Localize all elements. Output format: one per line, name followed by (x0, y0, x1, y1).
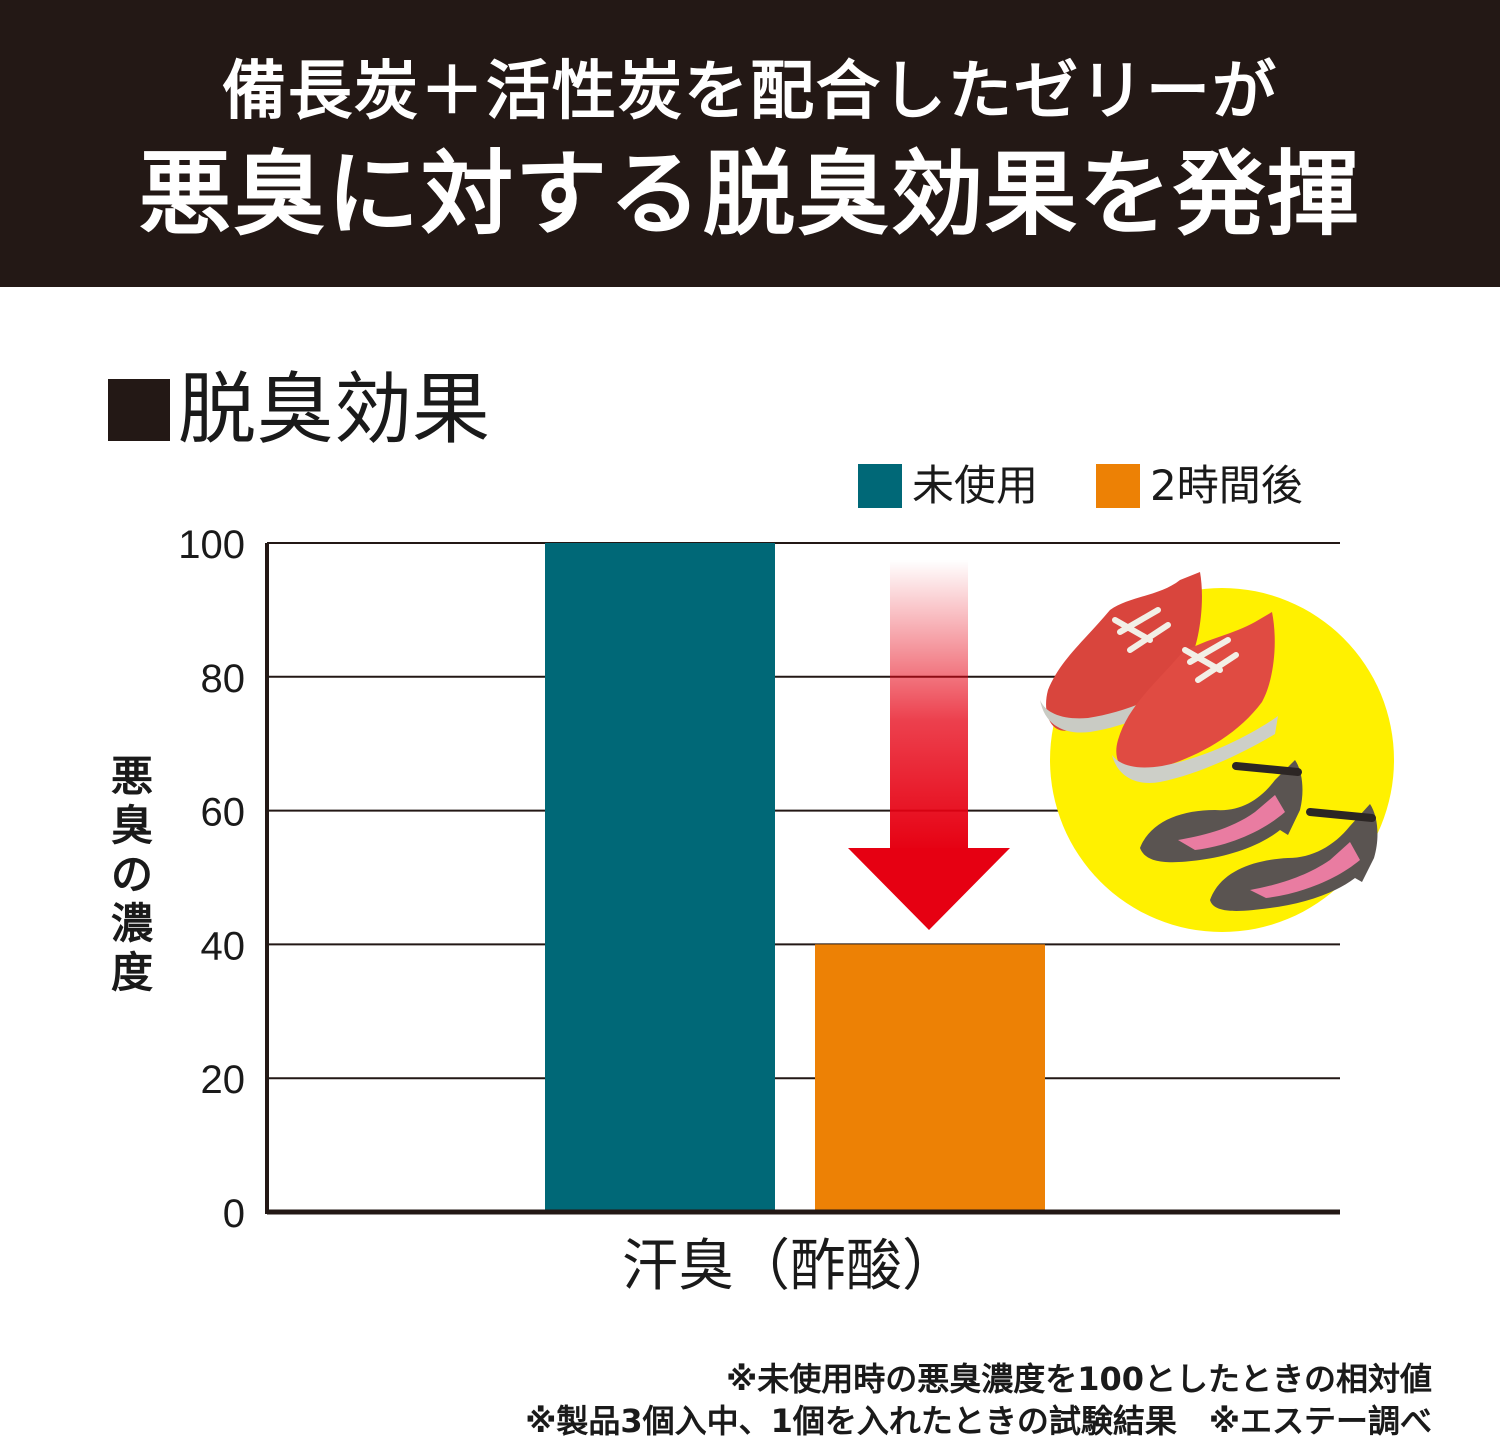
bar-after-2h (815, 944, 1045, 1212)
y-axis-label-char: 悪 (110, 752, 153, 801)
header-banner: 備長炭＋活性炭を配合したゼリーが 悪臭に対する脱臭効果を発揮 (0, 0, 1500, 287)
y-tick-label: 40 (201, 924, 246, 968)
legend-label-unused: 未使用 (912, 461, 1039, 510)
y-axis-label-char: 度 (110, 948, 153, 997)
bar-unused (545, 543, 775, 1212)
y-axis-label: 悪臭の濃度 (104, 752, 160, 997)
y-tick-label: 0 (223, 1192, 245, 1236)
legend-swatch-after (1096, 464, 1141, 508)
y-axis-label-char: 濃 (110, 899, 153, 948)
shoes-illustration (1040, 572, 1394, 932)
section-title: 脱臭効果 (108, 360, 490, 460)
headline-line-1: 備長炭＋活性炭を配合したゼリーが (222, 55, 1278, 129)
footnote-1: ※未使用時の悪臭濃度を100としたときの相対値 (726, 1360, 1432, 1398)
legend-label-after: 2時間後 (1150, 461, 1303, 510)
square-bullet-icon (108, 379, 170, 441)
sneakers-illustration (1040, 572, 1278, 783)
footnote-2: ※製品3個入中、1個を入れたときの試験結果 ※エステー調べ (525, 1402, 1432, 1440)
x-axis-category-label: 汗臭（酢酸） (622, 1234, 958, 1299)
section-title-text: 脱臭効果 (178, 365, 491, 455)
legend-swatch-unused (858, 464, 902, 508)
y-tick-label: 80 (201, 657, 246, 701)
y-tick-label: 20 (201, 1058, 246, 1102)
down-arrow-icon (848, 560, 1010, 930)
footnotes: ※未使用時の悪臭濃度を100としたときの相対値 ※製品3個入中、1個を入れたとき… (525, 1358, 1432, 1442)
y-axis-label-char: 臭 (110, 801, 153, 850)
legend-item-unused: 未使用 (858, 461, 1038, 511)
y-tick-label: 60 (201, 791, 246, 835)
y-tick-label: 100 (178, 523, 245, 567)
chart-legend: 未使用 2時間後 (858, 461, 1361, 511)
legend-item-after: 2時間後 (1096, 461, 1303, 511)
headline-line-2: 悪臭に対する脱臭効果を発揮 (138, 141, 1361, 248)
high-heels-illustration (1140, 760, 1378, 911)
y-axis-label-char: の (110, 850, 153, 899)
